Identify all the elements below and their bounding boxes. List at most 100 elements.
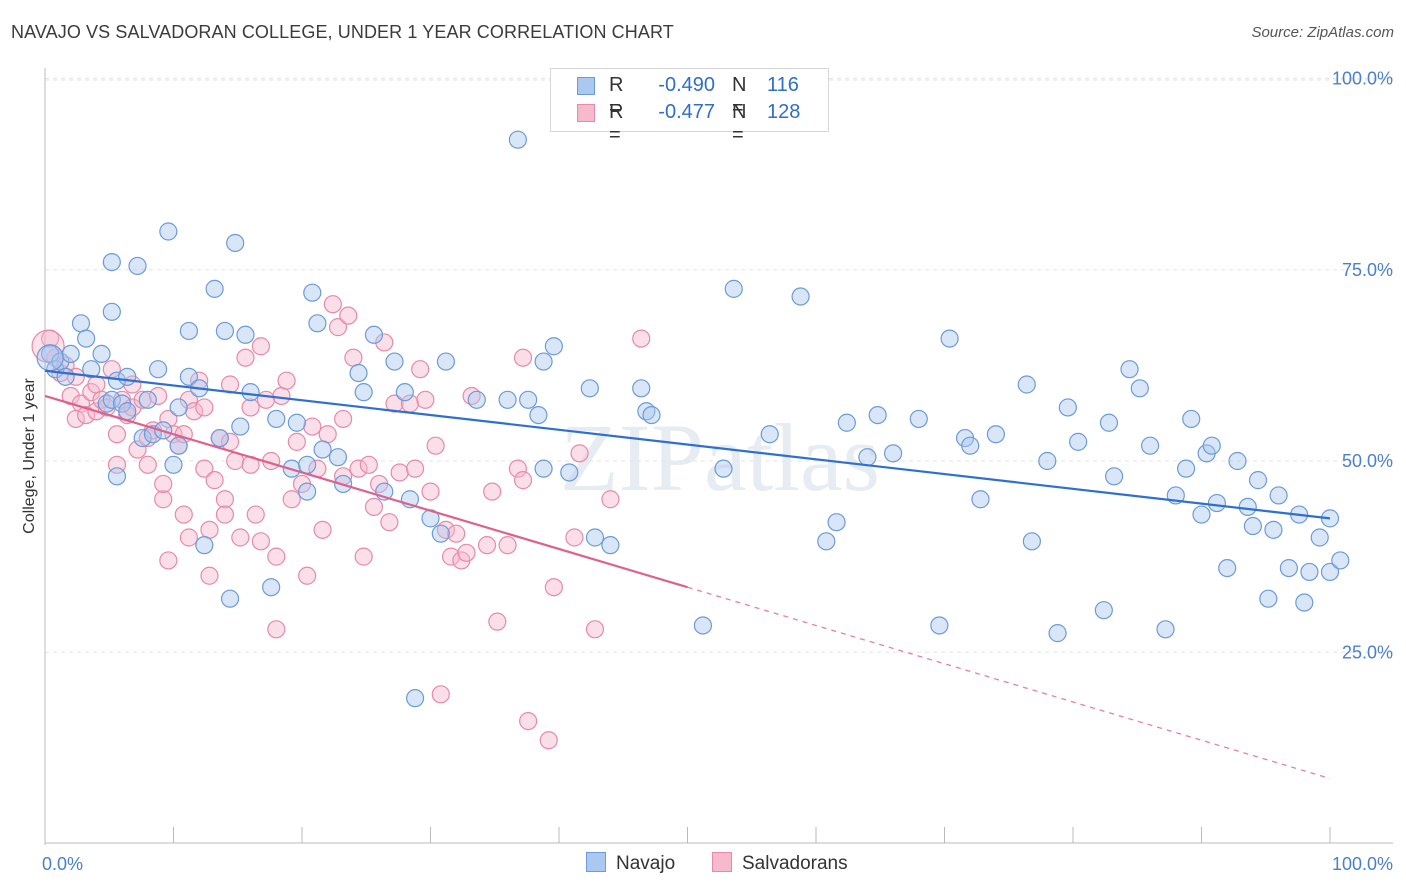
navajo-point bbox=[1182, 409, 1201, 429]
navajo-point bbox=[179, 367, 199, 386]
salvadorans-point bbox=[405, 459, 425, 478]
y-tick-label: 50.0% bbox=[1342, 451, 1393, 471]
navajo-point bbox=[1192, 505, 1211, 524]
salvadorans-point bbox=[488, 612, 507, 631]
salvadorans-point bbox=[632, 329, 651, 348]
navajo-point bbox=[1038, 451, 1057, 471]
navajo-point bbox=[328, 448, 348, 467]
navajo-point bbox=[1207, 493, 1227, 513]
navajo-point bbox=[858, 448, 877, 467]
navajo-point bbox=[298, 455, 317, 474]
salvadorans-point bbox=[231, 528, 250, 547]
navajo-point bbox=[961, 436, 980, 455]
navajo-point bbox=[1058, 398, 1077, 417]
salvadorans-point bbox=[133, 390, 152, 409]
navajo-point bbox=[385, 352, 404, 371]
navajo-point bbox=[1238, 497, 1257, 516]
navajo-point bbox=[930, 616, 949, 635]
salvadorans-point bbox=[200, 566, 219, 585]
navajo-point bbox=[77, 329, 96, 348]
salvadorans-point bbox=[585, 620, 605, 639]
navajo-point bbox=[1264, 520, 1283, 539]
salvadorans-point bbox=[267, 547, 286, 566]
navajo-point bbox=[760, 425, 779, 444]
salvadorans-swatch bbox=[577, 104, 595, 122]
navajo-point bbox=[1130, 379, 1149, 398]
salvadorans-point bbox=[200, 520, 219, 539]
salvadorans-point bbox=[447, 524, 466, 543]
x-tick-label-max: 100.0% bbox=[1332, 854, 1393, 874]
salvadorans-point bbox=[303, 417, 322, 436]
navajo-point bbox=[1176, 459, 1196, 478]
navajo-point bbox=[241, 383, 260, 402]
navajo-point bbox=[817, 532, 836, 551]
navajo-point bbox=[236, 325, 255, 344]
navajo-point bbox=[529, 406, 548, 425]
r-value: -0.477 bbox=[658, 101, 715, 123]
salvadorans-point bbox=[256, 390, 276, 409]
navajo-point bbox=[1105, 467, 1124, 486]
navajo-point bbox=[1017, 375, 1036, 394]
salvadorans-point bbox=[513, 348, 533, 367]
navajo-trend-line bbox=[44, 369, 1331, 520]
salvadorans-point bbox=[508, 459, 527, 478]
navajo-point bbox=[231, 417, 250, 436]
navajo-point bbox=[56, 367, 75, 386]
navajo-point bbox=[585, 528, 605, 547]
navajo-point bbox=[1069, 432, 1088, 451]
navajo-point bbox=[1248, 471, 1268, 490]
salvadorans-point bbox=[179, 390, 199, 409]
navajo-point bbox=[395, 383, 414, 402]
salvadorans-point bbox=[364, 497, 384, 516]
y-tick-label: 75.0% bbox=[1342, 260, 1393, 280]
salvadorans-trend-line bbox=[44, 394, 688, 589]
navajo-point bbox=[436, 352, 456, 371]
salvadorans-point bbox=[457, 543, 476, 562]
salvadorans-point bbox=[154, 474, 173, 494]
salvadorans-point bbox=[426, 436, 445, 455]
salvadorans-point bbox=[498, 536, 517, 555]
salvadorans-point bbox=[349, 459, 368, 478]
salvadorans-point bbox=[195, 398, 214, 417]
navajo-point bbox=[1156, 620, 1175, 639]
navajo-point bbox=[1140, 436, 1160, 455]
navajo-point bbox=[1202, 436, 1221, 455]
salvadorans-point bbox=[87, 375, 106, 394]
navajo-swatch bbox=[577, 77, 595, 95]
salvadorans-point bbox=[565, 528, 584, 547]
navajo-point bbox=[210, 428, 229, 448]
navajo-point bbox=[159, 222, 178, 241]
navajo-point bbox=[107, 467, 127, 486]
salvadorans-point bbox=[323, 295, 342, 314]
salvadorans-point bbox=[416, 390, 435, 409]
salvadorans-point bbox=[513, 471, 533, 490]
navajo-point bbox=[308, 314, 327, 333]
salvadorans-point bbox=[241, 398, 260, 417]
navajo-point bbox=[642, 406, 661, 425]
series-navajo-points bbox=[36, 130, 1350, 708]
series-salvadorans-points bbox=[31, 295, 651, 750]
navajo-point bbox=[1331, 551, 1350, 570]
navajo-point bbox=[169, 436, 188, 455]
navajo-point bbox=[580, 379, 599, 398]
navajo-point bbox=[883, 444, 903, 463]
salvadorans-point bbox=[421, 482, 440, 501]
salvadorans-point bbox=[390, 463, 409, 482]
navajo-point bbox=[431, 524, 450, 543]
navajo-point bbox=[827, 513, 846, 532]
n-label: N = bbox=[732, 101, 747, 146]
navajo-point bbox=[1048, 624, 1067, 643]
navajo-point bbox=[909, 409, 928, 429]
salvadorans-point bbox=[174, 505, 193, 524]
source-credit: Source: ZipAtlas.com bbox=[1251, 24, 1394, 41]
navajo-point bbox=[148, 360, 168, 379]
salvadorans-point bbox=[539, 731, 558, 750]
salvadorans-point bbox=[246, 505, 265, 524]
navajo-point bbox=[102, 253, 121, 272]
salvadorans-point bbox=[287, 432, 306, 451]
n-label: N = bbox=[732, 74, 747, 119]
legend-item-salvadorans: Salvadorans bbox=[712, 852, 848, 875]
r-label: R = bbox=[609, 101, 624, 146]
navajo-point bbox=[1300, 562, 1319, 582]
